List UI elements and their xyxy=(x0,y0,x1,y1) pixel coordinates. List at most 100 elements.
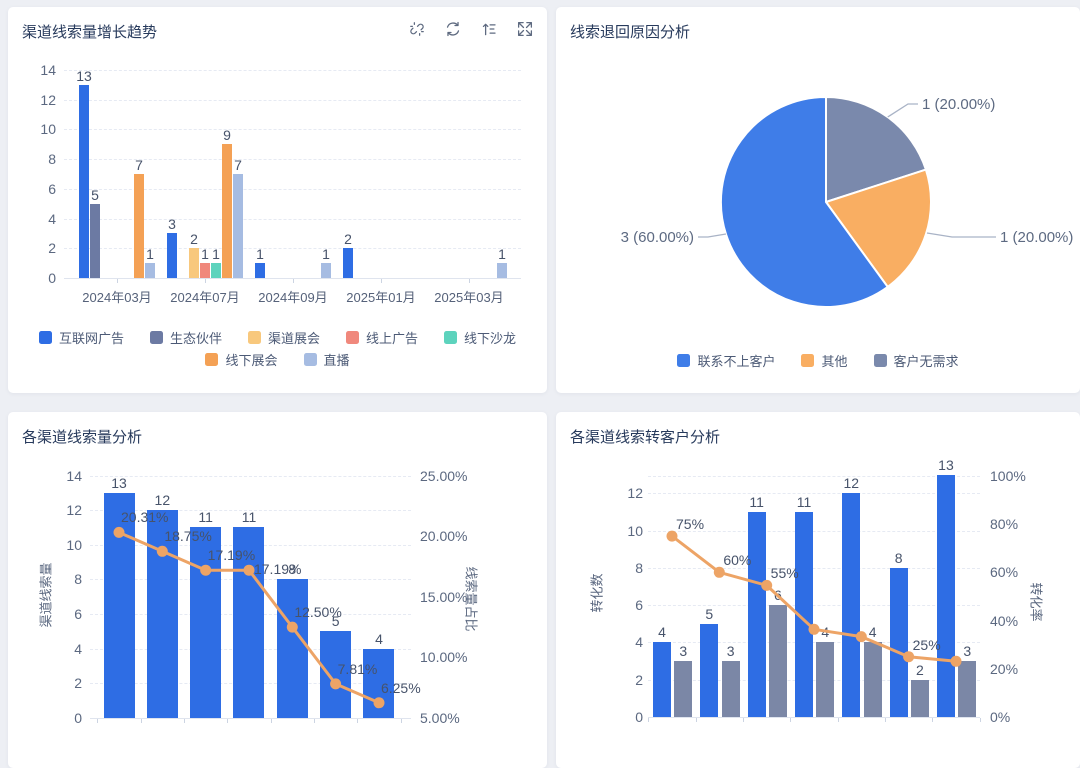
bar-secondary[interactable] xyxy=(721,661,740,717)
bar-直播[interactable] xyxy=(321,263,331,278)
bar-primary[interactable] xyxy=(936,474,955,717)
bar-线下沙龙[interactable] xyxy=(211,263,221,278)
bar-value-label: 6 xyxy=(774,587,782,604)
bar-secondary[interactable] xyxy=(768,605,787,717)
right-axis-name: 线索量占比 xyxy=(463,566,479,632)
line-point[interactable] xyxy=(666,530,678,542)
x-axis-tick xyxy=(979,718,981,722)
gridline xyxy=(648,679,980,681)
x-axis-tick xyxy=(117,279,118,283)
bar-value-label: 4 xyxy=(658,624,666,641)
left-axis-name: 转化数 xyxy=(589,573,605,613)
legend-item-线下沙龙[interactable]: 线下沙龙 xyxy=(444,329,516,346)
bar-primary[interactable] xyxy=(747,511,766,717)
legend-item-生态伙伴[interactable]: 生态伙伴 xyxy=(149,329,222,346)
panel-lead-growth-trend: 渠道线索量增长趋势 0 2 4 6 8 10 12 14 2024年03月 2024年07月 202… xyxy=(8,7,547,393)
legend-label: 联系不上客户 xyxy=(697,353,776,369)
line-value-label: 7.81% xyxy=(337,660,378,677)
legend-item-直播[interactable]: 直播 xyxy=(303,351,350,368)
bar-value-label: 3 xyxy=(168,216,176,233)
bar-secondary[interactable] xyxy=(910,679,929,717)
bar-value-label: 3 xyxy=(963,643,972,660)
y-axis-label: 14 xyxy=(66,467,82,484)
legend-item-互联网广告[interactable]: 互联网广告 xyxy=(38,329,124,346)
bar-渠道展会[interactable] xyxy=(189,248,199,278)
x-axis-tick xyxy=(648,718,650,722)
bar[interactable] xyxy=(103,492,135,718)
double-bar-line-chart[interactable]: 0 2 4 6 8 10 12 100% 80% 60% 40% 20% 0% 4 5 11 11 12 8 13 3 3… xyxy=(556,412,1080,768)
bar-secondary[interactable] xyxy=(863,642,882,717)
panel-return-reason: 线索退回原因分析 1 (20.00%) 1 (20.00%) 3 (60.00%) 联… xyxy=(556,7,1080,393)
bar-value-label: 1 xyxy=(201,246,209,263)
legend-item-渠道展会[interactable]: 渠道展会 xyxy=(247,329,320,346)
bar-secondary[interactable] xyxy=(958,661,977,717)
bar-value-label: 1 xyxy=(212,246,220,263)
legend-item-其他[interactable]: 其他 xyxy=(801,352,848,369)
bar-value-label: 5 xyxy=(705,605,714,622)
line-value-label: 17.19% xyxy=(253,561,302,578)
pie-chart[interactable]: 1 (20.00%) 1 (20.00%) 3 (60.00%) 联系不上客户 其他 客户… xyxy=(556,7,1080,393)
gridline xyxy=(648,475,980,477)
legend-swatch xyxy=(873,353,887,367)
x-axis-label: 2024年03月 xyxy=(82,290,152,305)
gridline xyxy=(64,70,521,71)
bar-primary[interactable] xyxy=(700,623,719,717)
bar-line-chart[interactable]: 0 2 4 6 8 10 12 14 25.00% 20.00% 15.00% 10.00% 5.00%… xyxy=(8,412,547,768)
legend-row: 线下展会 直播 xyxy=(8,351,547,368)
right-axis-label: 40% xyxy=(990,612,1019,629)
bar-互联网广告[interactable] xyxy=(167,233,177,278)
y-axis-label: 8 xyxy=(48,151,56,168)
bar-互联网广告[interactable] xyxy=(79,84,89,278)
legend-item-客户无需求[interactable]: 客户无需求 xyxy=(873,352,959,369)
bar-生态伙伴[interactable] xyxy=(90,203,100,278)
legend-item-联系不上客户[interactable]: 联系不上客户 xyxy=(677,352,776,369)
bar-直播[interactable] xyxy=(497,263,507,278)
bar-value-label: 13 xyxy=(111,474,127,491)
x-axis-tick xyxy=(270,719,272,723)
sort-asc-icon[interactable] xyxy=(480,20,498,38)
x-axis-tick xyxy=(742,718,744,722)
unlink-icon[interactable] xyxy=(408,20,426,38)
bar-线下展会[interactable] xyxy=(222,144,232,278)
y-axis-label: 4 xyxy=(48,210,56,227)
y-axis-label: 2 xyxy=(635,671,643,688)
legend-label: 互联网广告 xyxy=(58,330,124,346)
bar-互联网广告[interactable] xyxy=(343,248,353,278)
bar-value-label: 3 xyxy=(679,643,688,660)
legend-label: 客户无需求 xyxy=(893,353,959,369)
gridline xyxy=(648,567,980,569)
bar-primary[interactable] xyxy=(842,493,861,717)
pie-slice-联系不上客户[interactable] xyxy=(719,95,890,308)
line-value-label: 25% xyxy=(912,636,941,653)
bar-secondary[interactable] xyxy=(674,661,693,717)
bar-value-label: 8 xyxy=(894,549,903,566)
bar-互联网广告[interactable] xyxy=(255,263,265,278)
x-axis-tick xyxy=(205,279,206,283)
legend-label: 生态伙伴 xyxy=(169,330,222,346)
bar-直播[interactable] xyxy=(233,174,243,278)
legend-item-线上广告[interactable]: 线上广告 xyxy=(346,329,418,346)
legend-item-线下展会[interactable]: 线下展会 xyxy=(205,351,278,368)
bar[interactable] xyxy=(276,579,308,718)
pie-slice-其他[interactable] xyxy=(824,168,933,289)
bar-primary[interactable] xyxy=(889,567,908,717)
bar-primary[interactable] xyxy=(794,511,813,717)
legend-label: 直播 xyxy=(323,352,350,368)
bar-线下展会[interactable] xyxy=(134,174,144,278)
y-axis-label: 4 xyxy=(635,634,643,651)
legend-row: 互联网广告 生态伙伴 渠道展会 线上广告 线下沙龙 xyxy=(8,329,547,346)
y-axis-label: 10 xyxy=(66,536,82,553)
right-axis-label: 15.00% xyxy=(420,588,468,605)
bar-直播[interactable] xyxy=(145,263,155,278)
x-axis-tick xyxy=(183,719,185,723)
refresh-icon[interactable] xyxy=(444,20,462,38)
bar-value-label: 5 xyxy=(91,186,99,203)
bar-primary[interactable] xyxy=(653,642,671,717)
expand-icon[interactable] xyxy=(516,20,534,38)
legend-swatch xyxy=(346,330,359,344)
x-axis-tick xyxy=(293,279,294,283)
bar-线上广告[interactable] xyxy=(200,263,210,278)
grouped-bar-chart[interactable]: 0 2 4 6 8 10 12 14 2024年03月 2024年07月 2024年09月 2025年… xyxy=(8,7,547,393)
bar-secondary[interactable] xyxy=(816,642,835,717)
legend-label: 渠道展会 xyxy=(267,330,320,346)
